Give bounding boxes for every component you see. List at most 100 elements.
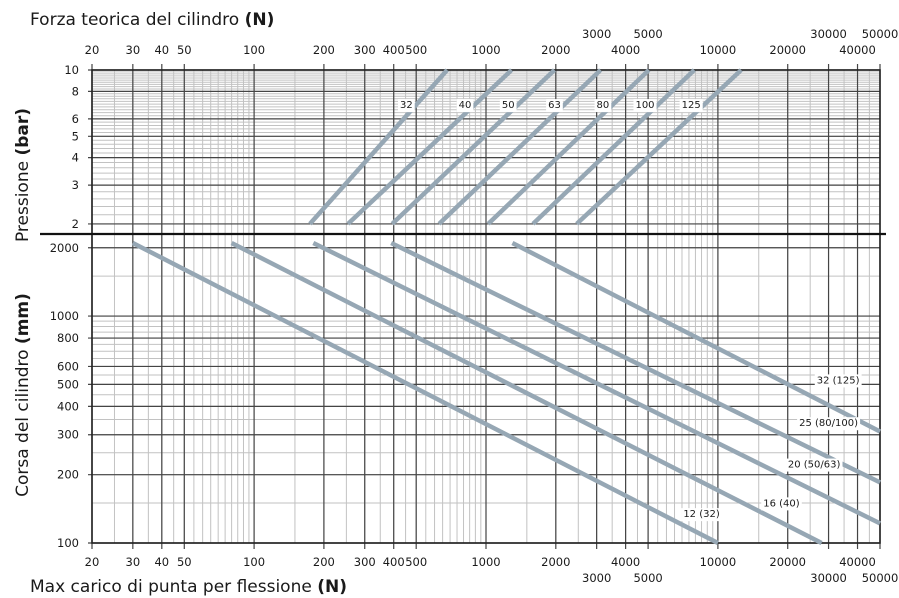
series-label-bore: 125 <box>682 100 701 111</box>
series-line-rod <box>390 240 881 485</box>
y-tick-label-pressure: 5 <box>72 129 79 143</box>
series-label-rod: 20 (50/63) <box>788 460 841 471</box>
x-axis-label-text: Max carico di punta per flessione <box>30 577 312 597</box>
x-tick-label-bottom: 50000 <box>862 571 899 585</box>
x-tick-label-top: 10000 <box>700 43 737 57</box>
series-line-rod <box>131 240 719 546</box>
x-tick-label-bottom: 100 <box>243 555 265 569</box>
series-label-bg <box>679 99 703 113</box>
x-tick-label-top: 40 <box>154 43 169 57</box>
y-axis-label-pressure-text: Pressione <box>13 161 33 242</box>
series-line-bore <box>437 68 603 226</box>
x-tick-label-bottom: 30 <box>126 555 141 569</box>
x-tick-label-top: 20 <box>85 43 100 57</box>
series-label-bg <box>761 497 802 511</box>
x-tick-label-top: 40000 <box>839 43 876 57</box>
x-tick-label-bottom: 400 <box>383 555 405 569</box>
x-tick-label-top: 400 <box>383 43 405 57</box>
x-tick-label-bottom: 40 <box>154 555 169 569</box>
series-label-bg <box>499 99 517 113</box>
series-label-bore: 32 <box>400 100 413 111</box>
axes <box>40 69 886 544</box>
x-tick-label-top: 300 <box>354 43 376 57</box>
x-axis-label: Max carico di punta per flessione (N) <box>30 577 347 597</box>
x-tick-label-top: 500 <box>405 43 427 57</box>
y-tick-label-stroke: 300 <box>57 428 79 442</box>
y-axis-label-stroke-text: Corsa del cilindro <box>13 349 33 496</box>
y-tick-label-stroke: 1000 <box>50 309 79 323</box>
series-label-bg <box>398 99 415 113</box>
series-line-rod <box>312 240 881 526</box>
series-label-bg <box>594 99 612 113</box>
series-line-bore <box>575 68 743 226</box>
x-tick-label-bottom: 10000 <box>700 555 737 569</box>
x-tick-label-bottom: 20000 <box>769 555 806 569</box>
series-line-rod <box>230 240 823 546</box>
y-axis-label-stroke: Corsa del cilindro (mm) <box>13 293 33 497</box>
x-tick-label-bottom: 300 <box>354 555 376 569</box>
x-tick-label-bottom: 500 <box>405 555 427 569</box>
y-tick-label-stroke: 400 <box>57 399 79 413</box>
x-tick-label-bottom: 4000 <box>611 555 640 569</box>
series-label-bg <box>797 417 861 431</box>
series-label-bore: 63 <box>548 100 561 111</box>
series-label-bg <box>546 99 563 113</box>
plot-frame <box>91 69 881 544</box>
x-tick-label-top: 200 <box>313 43 335 57</box>
series-label-bg <box>681 508 722 522</box>
y-tick-label-pressure: 4 <box>72 151 79 165</box>
x-tick-label-bottom: 2000 <box>541 555 570 569</box>
y-tick-label-stroke: 2000 <box>50 241 79 255</box>
x-tick-label-top: 2000 <box>541 43 570 57</box>
x-tick-label-bottom: 30000 <box>810 571 847 585</box>
series-line-bore <box>390 68 557 226</box>
y-tick-label-pressure: 8 <box>72 84 79 98</box>
series-label-bore: 100 <box>635 100 654 111</box>
series-label-bg <box>814 374 862 388</box>
y-tick-label-pressure: 10 <box>64 63 79 77</box>
x-tick-label-bottom: 5000 <box>633 571 662 585</box>
x-tick-label-top: 4000 <box>611 43 640 57</box>
series-lines <box>131 68 882 546</box>
x-tick-label-bottom: 20 <box>85 555 100 569</box>
series-label-bg <box>633 99 657 113</box>
x-tick-label-bottom: 40000 <box>839 555 876 569</box>
series-label-rod: 12 (32) <box>683 509 720 520</box>
y-tick-label-stroke: 200 <box>57 468 79 482</box>
chart-title: Forza teorica del cilindro (N) <box>30 10 274 30</box>
x-tick-label-top: 20000 <box>769 43 806 57</box>
y-tick-label-pressure: 3 <box>72 178 79 192</box>
y-tick-label-stroke: 800 <box>57 331 79 345</box>
x-tick-label-top: 50000 <box>862 27 899 41</box>
x-tick-label-top: 5000 <box>633 27 662 41</box>
x-tick-label-bottom: 200 <box>313 555 335 569</box>
series-label-bore: 50 <box>502 100 515 111</box>
x-tick-label-top: 50 <box>177 43 192 57</box>
series-label-rod: 16 (40) <box>763 498 800 509</box>
y-axis-label-stroke-unit: (mm) <box>13 293 33 344</box>
series-line-bore <box>486 68 651 226</box>
chart-title-unit: (N) <box>245 10 275 30</box>
y-axis-label-pressure: Pressione (bar) <box>13 108 33 242</box>
x-axis-label-unit: (N) <box>317 577 347 597</box>
series-line-bore <box>346 68 514 226</box>
series-line-rod <box>511 240 882 434</box>
y-tick-label-pressure: 6 <box>72 112 79 126</box>
x-tick-label-bottom: 50 <box>177 555 192 569</box>
x-tick-label-top: 3000 <box>582 27 611 41</box>
series-line-bore <box>531 68 696 226</box>
series-label-bore: 40 <box>459 100 472 111</box>
y-tick-label-pressure: 2 <box>72 217 79 231</box>
x-tick-label-bottom: 1000 <box>471 555 500 569</box>
series-label-rod: 32 (125) <box>817 375 860 386</box>
series-label-bg <box>456 99 474 113</box>
series-labels: 32 40 50 63 80 100 125 12 (32) 16 (40) 20 (50/63)… <box>398 99 862 522</box>
x-tick-label-bottom: 3000 <box>582 571 611 585</box>
x-tick-label-top: 30 <box>126 43 141 57</box>
series-label-rod: 25 (80/100) <box>799 418 858 429</box>
y-tick-label-stroke: 100 <box>57 536 79 550</box>
series-label-bg <box>785 458 843 472</box>
tick-labels: 20 20 30 30 40 40 50 50 100 100 200 200 300 300 400 400… <box>50 27 899 585</box>
x-tick-label-top: 100 <box>243 43 265 57</box>
